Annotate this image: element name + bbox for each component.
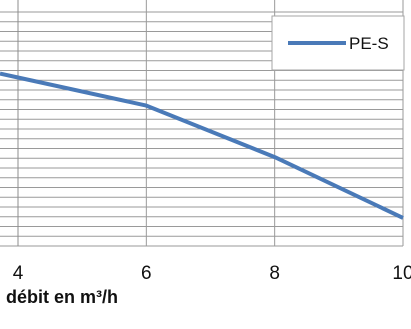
x-tick-label: 6 — [141, 263, 152, 284]
legend-label-pe-s: PE-S — [349, 34, 389, 53]
x-axis-tick-labels: 4 6 8 10 — [13, 263, 411, 284]
series-line-pe-s — [0, 71, 404, 220]
x-tick-label: 8 — [269, 263, 280, 284]
series-layer — [0, 71, 404, 220]
x-tick-label: 4 — [13, 263, 24, 284]
x-axis-title: débit en m³/h — [6, 287, 118, 307]
x-tick-label: 10 — [392, 263, 411, 284]
legend: PE-S — [271, 15, 405, 71]
